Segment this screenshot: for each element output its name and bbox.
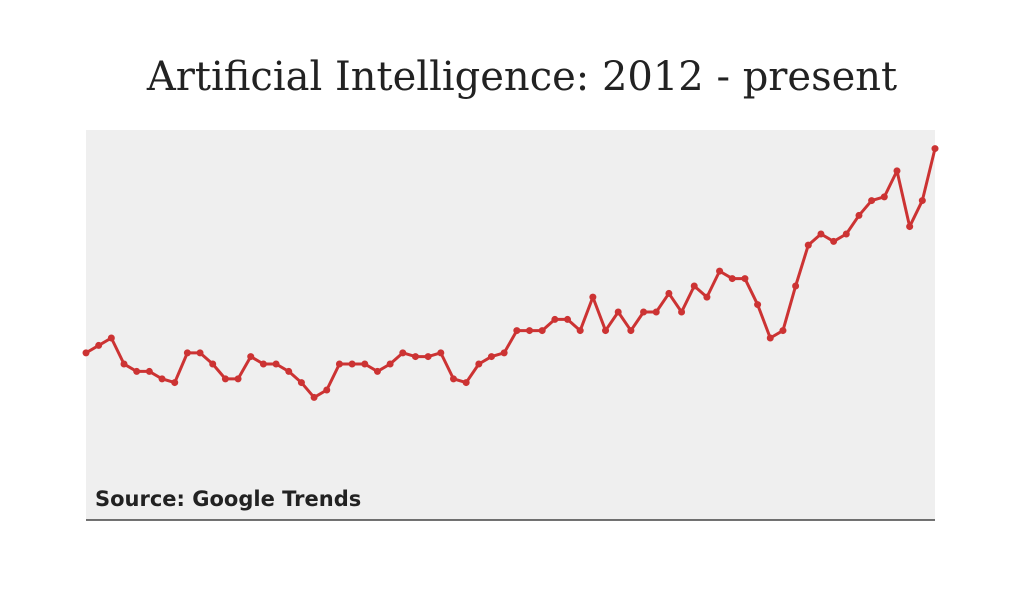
point: [335, 360, 343, 368]
point: [272, 360, 280, 368]
chart-title: Artificial Intelligence: 2012 - present: [146, 54, 897, 100]
point: [158, 375, 166, 383]
point: [551, 315, 559, 323]
point: [234, 375, 242, 383]
point: [133, 367, 141, 375]
point: [678, 308, 686, 316]
point: [741, 275, 749, 283]
point: [500, 349, 508, 357]
point: [107, 334, 115, 342]
point: [475, 360, 483, 368]
point: [855, 211, 863, 219]
point: [171, 379, 179, 387]
point: [766, 334, 774, 342]
point: [348, 360, 356, 368]
point: [323, 386, 331, 394]
source-note: Source: Google Trends: [95, 487, 361, 511]
point: [880, 193, 888, 201]
plot-area: [86, 130, 935, 520]
point: [310, 393, 318, 401]
point: [931, 145, 939, 153]
point: [361, 360, 369, 368]
point: [868, 197, 876, 205]
point: [614, 308, 622, 316]
point: [728, 275, 736, 283]
point: [754, 301, 762, 309]
point: [906, 223, 914, 231]
point: [437, 349, 445, 357]
point: [424, 353, 432, 361]
point: [82, 349, 90, 357]
point: [462, 379, 470, 387]
point: [145, 367, 153, 375]
point: [716, 267, 724, 275]
point: [576, 327, 584, 335]
point: [259, 360, 267, 368]
point: [792, 282, 800, 290]
point: [918, 197, 926, 205]
point: [564, 315, 572, 323]
point: [817, 230, 825, 238]
point: [842, 230, 850, 238]
point: [449, 375, 457, 383]
point: [411, 353, 419, 361]
point: [779, 327, 787, 335]
point: [209, 360, 217, 368]
point: [95, 341, 103, 349]
point: [183, 349, 191, 357]
point: [538, 327, 546, 335]
point: [893, 167, 901, 175]
point: [513, 327, 521, 335]
point: [804, 241, 812, 249]
point: [640, 308, 648, 316]
point: [665, 289, 673, 297]
point: [652, 308, 660, 316]
point: [589, 293, 597, 301]
point: [120, 360, 128, 368]
point: [526, 327, 534, 335]
point: [386, 360, 394, 368]
point: [690, 282, 698, 290]
point: [703, 293, 711, 301]
point: [285, 367, 293, 375]
point: [221, 375, 229, 383]
point: [602, 327, 610, 335]
point: [627, 327, 635, 335]
point: [830, 237, 838, 245]
point: [487, 353, 495, 361]
point: [247, 353, 255, 361]
point: [373, 367, 381, 375]
point: [297, 379, 305, 387]
point: [196, 349, 204, 357]
point: [399, 349, 407, 357]
